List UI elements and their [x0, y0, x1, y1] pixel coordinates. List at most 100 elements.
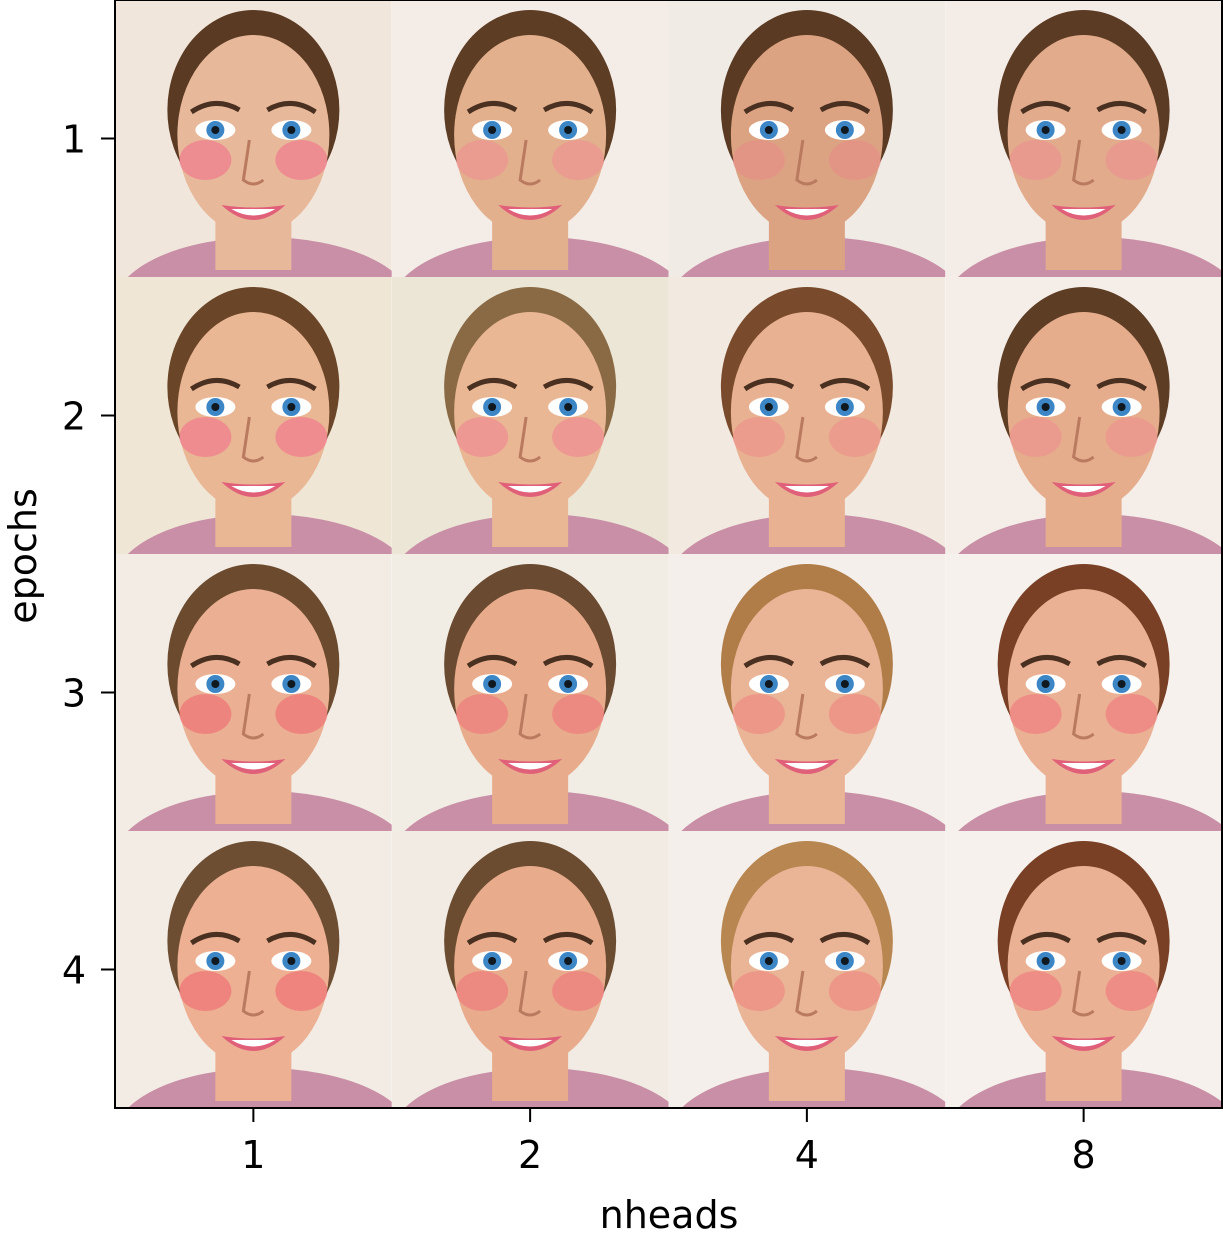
right-pupil	[840, 680, 849, 688]
left-pupil	[488, 126, 497, 134]
y-tick-label: 1	[62, 118, 86, 162]
image-cells	[115, 0, 1222, 1108]
face	[1007, 312, 1160, 512]
left-eyebrow	[743, 932, 795, 946]
face-image-cell	[115, 831, 392, 1108]
face	[177, 35, 330, 235]
right-eyebrow	[542, 655, 594, 669]
right-cheek	[828, 694, 881, 734]
face-image-cell	[391, 554, 669, 831]
left-pupil	[211, 403, 220, 411]
left-cheek	[179, 417, 232, 457]
teeth	[508, 209, 553, 216]
right-pupil	[1117, 126, 1126, 134]
face	[730, 866, 883, 1066]
left-cheek	[179, 971, 232, 1011]
left-eyebrow	[189, 378, 241, 392]
nose	[518, 416, 542, 463]
right-eyebrow	[819, 655, 871, 669]
teeth	[508, 1040, 553, 1047]
nose	[1072, 970, 1095, 1017]
left-cheek	[732, 971, 785, 1011]
face	[454, 35, 607, 235]
right-pupil	[287, 403, 296, 411]
right-pupil	[1117, 403, 1126, 411]
right-pupil	[840, 957, 849, 965]
face	[454, 589, 607, 789]
nose	[795, 139, 818, 186]
face-image-cell	[115, 554, 392, 831]
face	[454, 866, 607, 1066]
right-pupil	[1117, 680, 1126, 688]
teeth	[508, 486, 553, 493]
y-tick-label: 4	[62, 949, 86, 993]
teeth	[784, 1040, 829, 1047]
left-cheek	[456, 417, 509, 457]
left-pupil	[488, 680, 497, 688]
face	[177, 866, 330, 1066]
right-cheek	[275, 694, 328, 734]
nose	[1072, 693, 1095, 740]
left-eyebrow	[466, 655, 518, 669]
x-axis-label: nheads	[600, 1193, 739, 1237]
right-eyebrow	[1096, 655, 1148, 669]
right-cheek	[828, 417, 881, 457]
left-eyebrow	[1020, 932, 1071, 946]
right-pupil	[564, 957, 573, 965]
left-pupil	[488, 957, 497, 965]
left-pupil	[211, 126, 220, 134]
right-eyebrow	[266, 932, 317, 946]
nose	[518, 970, 542, 1017]
face-image-cell	[945, 554, 1222, 831]
nose	[241, 970, 265, 1017]
face	[177, 312, 330, 512]
right-pupil	[840, 403, 849, 411]
nose	[518, 693, 542, 740]
teeth	[508, 763, 553, 770]
face-image-cell	[391, 0, 669, 277]
right-pupil	[287, 126, 296, 134]
teeth	[1061, 209, 1106, 216]
right-eyebrow	[542, 101, 594, 115]
left-cheek	[732, 140, 785, 180]
y-tick-label: 3	[62, 672, 86, 716]
nose	[795, 416, 818, 463]
left-pupil	[211, 680, 220, 688]
y-tick-label: 2	[62, 395, 86, 439]
teeth	[784, 763, 829, 770]
face-image-cell	[391, 277, 669, 554]
y-axis-label: epochs	[1, 488, 45, 624]
left-cheek	[1009, 971, 1062, 1011]
left-eyebrow	[189, 932, 241, 946]
right-cheek	[1105, 971, 1158, 1011]
left-eyebrow	[743, 378, 795, 392]
face	[177, 589, 330, 789]
face	[1007, 35, 1160, 235]
left-cheek	[1009, 694, 1062, 734]
face-image-cell	[668, 831, 946, 1108]
left-cheek	[456, 971, 509, 1011]
nose	[241, 416, 265, 463]
nose	[241, 693, 265, 740]
right-cheek	[828, 971, 881, 1011]
left-cheek	[732, 694, 785, 734]
nose	[795, 970, 818, 1017]
left-cheek	[179, 694, 232, 734]
left-cheek	[1009, 140, 1062, 180]
x-tick-label: 4	[795, 1133, 819, 1177]
face	[730, 589, 883, 789]
face	[730, 35, 883, 235]
right-pupil	[564, 126, 573, 134]
left-cheek	[1009, 417, 1062, 457]
left-eyebrow	[743, 655, 795, 669]
left-eyebrow	[466, 101, 518, 115]
y-axis-ticks: 1 2 3 4	[62, 118, 115, 993]
right-pupil	[287, 680, 296, 688]
right-cheek	[552, 140, 605, 180]
right-cheek	[275, 971, 328, 1011]
teeth	[784, 209, 829, 216]
right-pupil	[564, 403, 573, 411]
left-eyebrow	[189, 101, 241, 115]
teeth	[1061, 1040, 1106, 1047]
left-pupil	[211, 957, 220, 965]
